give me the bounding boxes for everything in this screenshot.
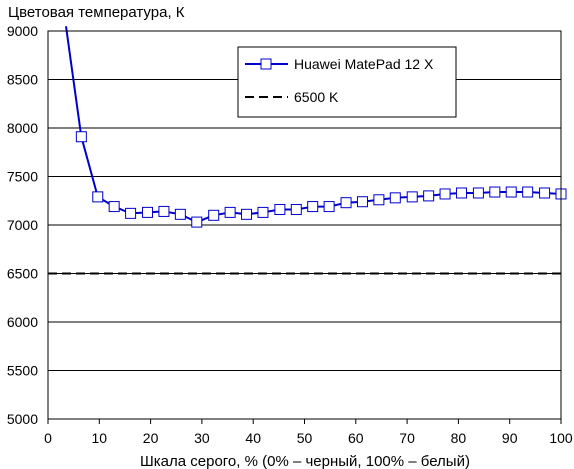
- legend-box: [237, 46, 457, 118]
- y-tick-label: 6500: [7, 266, 38, 282]
- data-point-marker: [522, 186, 534, 198]
- y-tick-label: 6000: [7, 314, 38, 330]
- y-axis-title: Цветовая температура, К: [8, 4, 185, 21]
- data-point-marker: [125, 207, 137, 219]
- x-tick-label: 10: [92, 430, 108, 446]
- data-series: [65, 26, 567, 228]
- data-point-marker: [539, 187, 551, 199]
- data-point-marker: [323, 201, 335, 213]
- data-point-marker: [373, 194, 385, 206]
- data-point-marker: [75, 131, 87, 143]
- y-tick-label: 9000: [7, 23, 38, 39]
- data-point-marker: [142, 206, 154, 218]
- data-point-marker: [307, 201, 319, 213]
- y-tick-label: 7000: [7, 217, 38, 233]
- legend-reference-label: 6500 K: [294, 89, 339, 105]
- x-tick-label: 40: [245, 430, 261, 446]
- data-point-marker: [257, 206, 269, 218]
- legend: Huawei MatePad 12 X 6500 K: [237, 46, 457, 118]
- data-point-marker: [108, 201, 120, 213]
- data-point-marker: [274, 203, 286, 215]
- x-tick-label: 30: [194, 430, 210, 446]
- x-axis-ticks: 0 10 20 30 40 50 60 70 80 90 100: [44, 419, 573, 446]
- data-point-marker: [290, 203, 302, 215]
- x-tick-label: 100: [549, 430, 573, 446]
- data-point-marker: [158, 205, 170, 217]
- data-point-marker: [340, 197, 352, 209]
- data-point-marker: [439, 188, 451, 200]
- y-axis-ticks: 5000 5500 6000 6500 7000 7500 8000 8500 9000: [7, 23, 38, 427]
- x-tick-label: 50: [297, 430, 313, 446]
- data-point-marker: [224, 206, 236, 218]
- x-axis-title: Шкала серого, % (0% – черный, 100% – бел…: [140, 453, 470, 469]
- data-point-marker: [356, 196, 368, 208]
- x-tick-label: 70: [399, 430, 415, 446]
- data-point-marker: [505, 186, 517, 198]
- data-point-marker: [472, 187, 484, 199]
- data-point-marker: [455, 187, 467, 199]
- data-point-marker: [489, 186, 501, 198]
- x-tick-label: 90: [502, 430, 518, 446]
- data-point-marker: [241, 208, 253, 220]
- data-point-marker: [389, 192, 401, 204]
- data-point-marker: [174, 208, 186, 220]
- y-tick-label: 5000: [7, 411, 38, 427]
- y-tick-label: 8000: [7, 120, 38, 136]
- x-tick-label: 80: [451, 430, 467, 446]
- y-tick-label: 8500: [7, 72, 38, 88]
- y-tick-label: 7500: [7, 169, 38, 185]
- data-point-marker: [92, 191, 104, 203]
- data-point-marker: [191, 216, 203, 228]
- legend-series-marker: [260, 58, 272, 70]
- data-point-marker: [406, 191, 418, 203]
- x-tick-label: 0: [44, 430, 52, 446]
- data-point-marker: [208, 209, 220, 221]
- legend-series-label: Huawei MatePad 12 X: [294, 56, 434, 72]
- y-tick-label: 5500: [7, 363, 38, 379]
- x-tick-label: 60: [348, 430, 364, 446]
- data-point-marker: [423, 190, 435, 202]
- x-tick-label: 20: [143, 430, 159, 446]
